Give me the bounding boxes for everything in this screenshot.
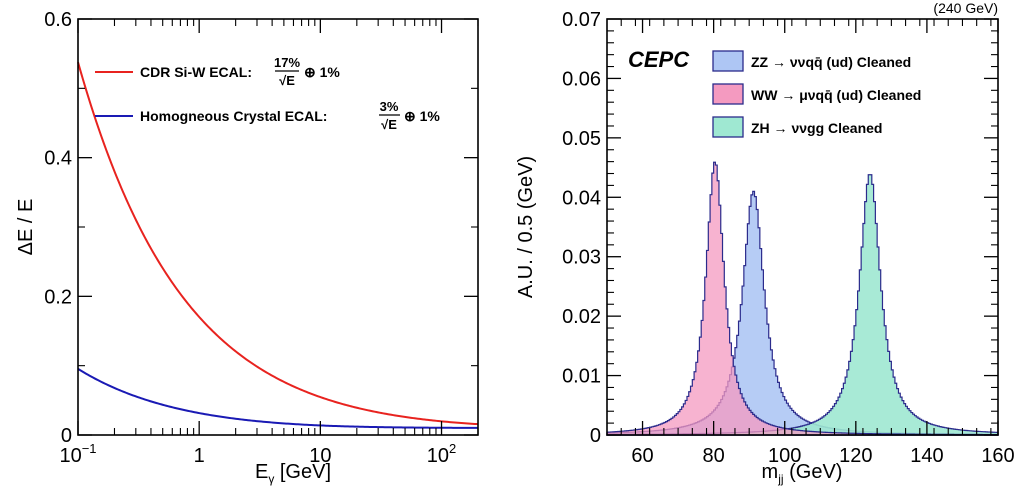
x-tick-label: 80 — [703, 445, 725, 467]
right-ticks: 0 0.01 0.02 0.03 0.04 0.05 0.06 0.07 60 80 100 120 1… — [562, 9, 1015, 467]
left-y-axis-label: ΔE / E — [15, 199, 37, 256]
legend-label-zz: ZZ → ννqq̄ (ud) Cleaned — [751, 54, 911, 70]
right-legend: ZZ → ννqq̄ (ud) Cleaned WW → μνqq̄ (ud) … — [712, 50, 921, 138]
right-plot-frame — [606, 18, 999, 436]
legend-label-cdr: CDR Si-W ECAL: — [140, 64, 252, 80]
x-tick-label: 10−1 — [59, 441, 96, 467]
right-x-axis-label-main: m — [762, 461, 779, 483]
legend-label-ww: WW → μνqq̄ (ud) Cleaned — [751, 87, 921, 103]
y-tick-label: 0.4 — [44, 148, 72, 170]
y-tick-label: 0.01 — [562, 366, 601, 388]
x-tick-label: 102 — [427, 441, 456, 467]
left-x-axis-label-main: E — [255, 461, 268, 483]
y-tick-label: 0 — [61, 425, 72, 447]
legend-box-ww — [712, 83, 744, 105]
legend-plus-crystal: ⊕ 1% — [404, 108, 440, 124]
experiment-label: CEPC — [628, 47, 690, 72]
left-ticks: 0 0.2 0.4 0.6 10−1 1 10 102 — [44, 9, 479, 467]
x-tick-label: 1 — [194, 445, 205, 467]
hist-zz — [606, 190, 999, 436]
right-x-axis-label: mjj (GeV) — [762, 461, 843, 486]
x-tick-label: 100 — [768, 445, 801, 467]
x-tick-label: 160 — [981, 445, 1014, 467]
right-histograms — [606, 161, 999, 436]
y-tick-label: 0.2 — [44, 286, 72, 308]
legend-frac-den-crystal: √E — [381, 117, 397, 132]
y-tick-label: 0.06 — [562, 68, 601, 90]
legend-box-zh — [712, 116, 744, 138]
right-x-axis-label-sub: jj — [777, 472, 783, 486]
curve-cdr-siw-ecal — [77, 61, 479, 426]
y-tick-label: 0.03 — [562, 247, 601, 269]
y-tick-label: 0.05 — [562, 128, 601, 150]
x-tick-label: 120 — [839, 445, 872, 467]
right-chart: 0 0.01 0.02 0.03 0.04 0.05 0.06 0.07 60 80 100 120 1… — [515, 0, 1015, 486]
right-x-axis-label-tail: (GeV) — [784, 461, 843, 483]
y-tick-label: 0.6 — [44, 9, 72, 31]
left-x-axis-label-tail: [GeV] — [274, 461, 331, 483]
left-x-axis-label-sub: γ — [268, 472, 274, 486]
legend-box-zz — [712, 50, 744, 72]
hist-zh — [606, 174, 999, 436]
legend-plus-cdr: ⊕ 1% — [304, 64, 340, 80]
y-tick-label: 0 — [590, 425, 601, 447]
energy-label: (240 GeV) — [933, 0, 998, 16]
x-tick-label: 10 — [309, 445, 331, 467]
legend-label-zh: ZH → ννgg Cleaned — [751, 120, 882, 136]
x-tick-label: 60 — [631, 445, 653, 467]
left-chart: 0 0.2 0.4 0.6 10−1 1 10 102 CDR Si-W ECAL: 17% … — [15, 9, 479, 486]
legend-frac-den-cdr: √E — [279, 73, 295, 88]
left-x-axis-label: Eγ [GeV] — [255, 461, 331, 486]
left-curves — [77, 61, 479, 429]
y-tick-label: 0.02 — [562, 306, 601, 328]
left-legend: CDR Si-W ECAL: 17% √E ⊕ 1% Homogneous Cr… — [95, 55, 440, 132]
hist-ww — [606, 161, 999, 436]
legend-frac-num-crystal: 3% — [380, 99, 399, 114]
curve-crystal-ecal — [77, 368, 478, 429]
left-plot-frame — [77, 18, 479, 436]
y-tick-label: 0.07 — [562, 9, 601, 31]
right-y-axis-label: A.U. / 0.5 (GeV) — [515, 156, 537, 298]
x-tick-label: 140 — [910, 445, 943, 467]
y-tick-label: 0.04 — [562, 187, 601, 209]
legend-frac-num-cdr: 17% — [274, 55, 300, 70]
legend-label-crystal: Homogneous Crystal ECAL: — [140, 108, 327, 124]
